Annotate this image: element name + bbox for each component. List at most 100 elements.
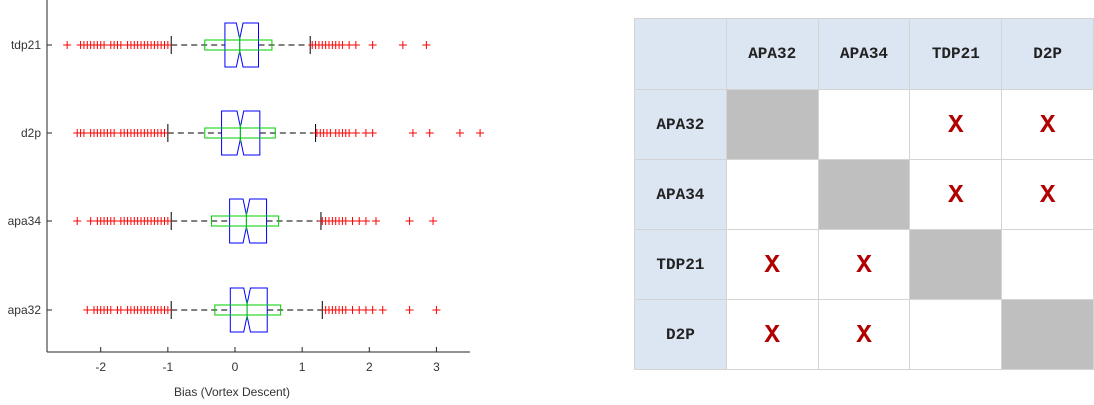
matrix-cell: X xyxy=(909,89,1003,160)
x-tick-label: 3 xyxy=(433,360,440,374)
significance-mark: X xyxy=(948,109,964,140)
significance-mark: X xyxy=(764,319,781,350)
matrix-row-header: D2P xyxy=(634,299,727,370)
x-tick-label: -1 xyxy=(163,360,174,374)
outlier-marker xyxy=(110,217,119,225)
outlier-marker xyxy=(405,217,414,225)
matrix-cell: X xyxy=(1001,89,1094,160)
y-tick-label: d2p xyxy=(21,126,41,140)
outlier-marker xyxy=(405,306,414,314)
inner-box xyxy=(204,39,273,51)
outlier-marker xyxy=(361,306,370,314)
matrix-diagonal-cell xyxy=(1001,299,1094,370)
outlier-marker xyxy=(163,41,172,49)
matrix-cell xyxy=(817,89,911,160)
outlier-marker xyxy=(83,306,92,314)
outlier-marker xyxy=(110,129,119,137)
outlier-marker xyxy=(422,41,431,49)
outlier-marker xyxy=(341,217,350,225)
outlier-marker xyxy=(408,129,417,137)
box xyxy=(224,22,259,68)
matrix-cell xyxy=(1001,229,1094,300)
x-tick-label: 2 xyxy=(366,360,373,374)
outlier-marker xyxy=(116,306,125,314)
outlier-marker xyxy=(351,129,360,137)
outlier-marker xyxy=(455,129,464,137)
y-tick-label: apa34 xyxy=(8,214,42,228)
inner-box xyxy=(211,215,280,227)
x-tick-label: -2 xyxy=(95,360,106,374)
outlier-marker xyxy=(100,41,109,49)
outlier-marker xyxy=(432,306,441,314)
plot-series xyxy=(63,22,485,333)
significance-mark: X xyxy=(948,179,964,210)
outlier-marker xyxy=(425,129,434,137)
matrix-column-header: TDP21 xyxy=(909,18,1003,90)
significance-mark: X xyxy=(856,319,872,350)
outlier-marker xyxy=(368,306,377,314)
box-series-apa32 xyxy=(83,287,441,333)
matrix-row: D2P X X xyxy=(634,299,1094,370)
matrix-cell: X xyxy=(725,229,819,300)
matrix-row: TDP21 X X xyxy=(634,229,1094,300)
x-axis-label: Bias (Vortex Descent) xyxy=(174,385,290,399)
matrix-row-header: TDP21 xyxy=(634,229,727,300)
box xyxy=(229,287,268,333)
significance-mark: X xyxy=(856,249,872,280)
outlier-marker xyxy=(345,41,354,49)
matrix-diagonal-cell xyxy=(909,229,1003,300)
matrix-header-row: APA32 APA34 TDP21 D2P xyxy=(634,18,1094,90)
outlier-marker xyxy=(106,306,115,314)
matrix-cell: X xyxy=(909,159,1003,230)
inner-box xyxy=(214,304,282,316)
outlier-marker xyxy=(355,306,364,314)
comparison-matrix: APA32 APA34 TDP21 D2P APA32 X X APA34 X X TDP21 X X D… xyxy=(634,18,1094,370)
outlier-marker xyxy=(355,217,364,225)
matrix-diagonal-cell xyxy=(817,159,911,230)
outlier-marker xyxy=(361,129,370,137)
y-tick-label: apa32 xyxy=(8,303,42,317)
box xyxy=(229,198,268,244)
outlier-marker xyxy=(398,41,407,49)
matrix-diagonal-cell xyxy=(725,89,819,160)
outlier-marker xyxy=(116,41,125,49)
outlier-marker xyxy=(429,217,438,225)
outlier-marker xyxy=(378,306,387,314)
box-series-apa34 xyxy=(73,198,438,244)
outlier-marker xyxy=(361,217,370,225)
outlier-marker xyxy=(372,217,380,225)
matrix-column-header: D2P xyxy=(1001,18,1094,90)
outlier-marker xyxy=(73,217,82,225)
plot-axes xyxy=(46,0,470,353)
matrix-cell: X xyxy=(725,299,819,370)
boxplot-chart: -2 -1 0 1 2 3 tdp21 d2p apa34 apa32 Bias (Vortex … xyxy=(8,0,485,399)
plot-tick-labels: -2 -1 0 1 2 3 tdp21 d2p apa34 apa32 xyxy=(8,38,440,374)
matrix-cell: X xyxy=(817,299,911,370)
outlier-marker xyxy=(368,129,377,137)
significance-mark: X xyxy=(1039,109,1056,140)
significance-mark: X xyxy=(764,249,781,280)
matrix-cell: X xyxy=(817,229,911,300)
matrix-row: APA32 X X xyxy=(634,89,1094,160)
outlier-marker xyxy=(163,217,172,225)
x-tick-label: 0 xyxy=(232,360,239,374)
matrix-column-header: APA34 xyxy=(817,18,911,90)
box-series-tdp21 xyxy=(63,22,431,68)
outlier-marker xyxy=(338,41,347,49)
outlier-marker xyxy=(476,129,485,137)
matrix-row: APA34 X X xyxy=(634,159,1094,230)
outlier-marker xyxy=(368,41,377,49)
matrix-cell: X xyxy=(1001,159,1094,230)
outlier-marker xyxy=(348,306,357,314)
significance-mark: X xyxy=(1039,179,1056,210)
outlier-marker xyxy=(160,129,169,137)
matrix-row-header: APA34 xyxy=(634,159,727,230)
matrix-row-header: APA32 xyxy=(634,89,727,160)
matrix-cell xyxy=(909,299,1003,370)
outlier-marker xyxy=(351,41,360,49)
outlier-marker xyxy=(163,306,172,314)
outlier-marker xyxy=(345,129,354,137)
outlier-marker xyxy=(63,41,72,49)
box xyxy=(221,110,261,156)
matrix-corner xyxy=(634,18,727,90)
